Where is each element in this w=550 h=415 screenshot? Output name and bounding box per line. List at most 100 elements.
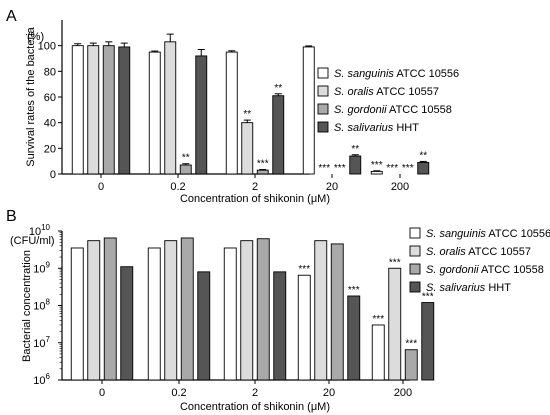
y-tick-label: 40 (44, 118, 56, 130)
panel-b-y-axis-label: Bacterial concentration (21, 250, 33, 362)
significance-label: ** (419, 150, 427, 161)
bar (102, 45, 115, 175)
y-tick-label: 0 (50, 169, 56, 181)
bar (70, 247, 84, 381)
y-tick-label: 20 (44, 143, 56, 155)
panel-b-legend: S. sanguinis ATCC 10556 S. oralis ATCC 10… (409, 227, 550, 294)
bar (256, 238, 270, 381)
bar (103, 237, 117, 381)
significance-label: *** (389, 257, 401, 268)
x-tick-label: 20 (326, 181, 338, 193)
panel-a-y-axis-label: Survival rates of the bacteria (25, 26, 37, 166)
legend-label: S. sanguinis ATCC 10556 (426, 228, 550, 240)
y-tick-label: 80 (44, 66, 56, 78)
legend-label: S. oralis ATCC 10557 (426, 246, 531, 258)
legend-label: S. salivarius HHT (334, 122, 419, 134)
bar (417, 161, 430, 175)
bar (164, 240, 178, 381)
bar (223, 247, 237, 381)
bar (388, 267, 402, 381)
x-tick-label: 0 (99, 387, 105, 399)
significance-label: ** (351, 144, 359, 155)
x-tick-label: 2 (252, 181, 258, 193)
x-tick-label: 0.2 (170, 181, 185, 193)
panel-a-y-unit: (%) (27, 31, 44, 43)
legend-swatch (317, 67, 329, 79)
y-tick-label: 107 (33, 335, 50, 350)
bar (87, 45, 100, 175)
bar (256, 169, 269, 175)
x-tick-label: 0.2 (171, 387, 186, 399)
panel-a-x-axis-label: Concentration of shikonin (μM) (180, 193, 330, 205)
bar (272, 95, 285, 175)
y-tick-label: 1010 (29, 223, 51, 238)
panel-a: A (%) Survival rates of the bacteria Con… (6, 8, 459, 205)
bar (347, 295, 361, 381)
panel-b-y-unit: (CFU/ml) (10, 235, 55, 247)
significance-label: *** (405, 339, 417, 350)
panel-a-legend: S. sanguinis ATCC 10556 S. oralis ATCC 10… (317, 67, 459, 134)
panel-b-label: B (6, 208, 17, 225)
bar (302, 46, 315, 175)
y-tick-label: 109 (33, 260, 50, 275)
bar (240, 240, 254, 381)
bar (195, 55, 208, 175)
panel-a-bars: ******** ******** *** ********* (71, 33, 430, 175)
panel-a-label: A (6, 8, 17, 25)
bar (71, 45, 84, 175)
significance-label: *** (334, 163, 346, 174)
legend-swatch (317, 85, 329, 97)
bar (314, 240, 328, 381)
panel-b: B (CFU/ml) Bacterial concentration Conce… (6, 208, 550, 413)
legend-swatch (317, 121, 329, 133)
significance-label: *** (372, 314, 384, 325)
legend-label: S. sanguinis ATCC 10556 (334, 68, 459, 80)
x-tick-label: 200 (391, 181, 409, 193)
significance-label: ** (274, 83, 282, 94)
significance-label: *** (298, 264, 310, 275)
panel-b-x-axis-label: Concentration of shikonin (μM) (180, 401, 330, 413)
panel-a-y-axis: 0 20 40 60 80 100 0 0.2 2 20 200 (38, 20, 409, 193)
significance-label: *** (422, 292, 434, 303)
bar (197, 271, 211, 381)
bar (370, 170, 383, 175)
bar (120, 266, 134, 381)
bar (180, 237, 194, 381)
y-tick-label: 106 (33, 372, 50, 387)
legend-swatch (317, 103, 329, 115)
bar (147, 247, 161, 381)
bar (241, 122, 254, 175)
x-tick-label: 200 (394, 387, 412, 399)
legend-swatch (409, 227, 421, 239)
x-tick-label: 0 (98, 181, 104, 193)
x-tick-label: 2 (252, 387, 258, 399)
legend-label: S. gordonii ATCC 10558 (426, 264, 544, 276)
bar (179, 164, 192, 175)
y-tick-label: 100 (38, 41, 56, 53)
significance-label: *** (257, 159, 269, 170)
significance-label: *** (371, 160, 383, 171)
significance-label: *** (386, 163, 398, 174)
significance-label: ** (182, 153, 190, 164)
bar (404, 349, 418, 381)
bar (330, 243, 344, 381)
legend-label: S. gordonii ATCC 10558 (334, 104, 452, 116)
y-tick-label: 108 (33, 298, 50, 313)
bar (349, 155, 362, 175)
bar (87, 240, 101, 381)
bar (164, 41, 177, 175)
bar (225, 51, 238, 175)
legend-label: S. salivarius HHT (426, 282, 511, 294)
legend-swatch (409, 245, 421, 257)
significance-label: ** (243, 109, 251, 120)
significance-label: *** (348, 285, 360, 296)
y-tick-label: 60 (44, 92, 56, 104)
bar (421, 302, 435, 381)
legend-swatch (409, 281, 421, 293)
bar (297, 274, 311, 381)
bar (273, 271, 287, 381)
panel-b-bars: *** *** *** *** *** *** (70, 237, 435, 381)
significance-label: *** (402, 163, 414, 174)
legend-label: S. oralis ATCC 10557 (334, 86, 439, 98)
